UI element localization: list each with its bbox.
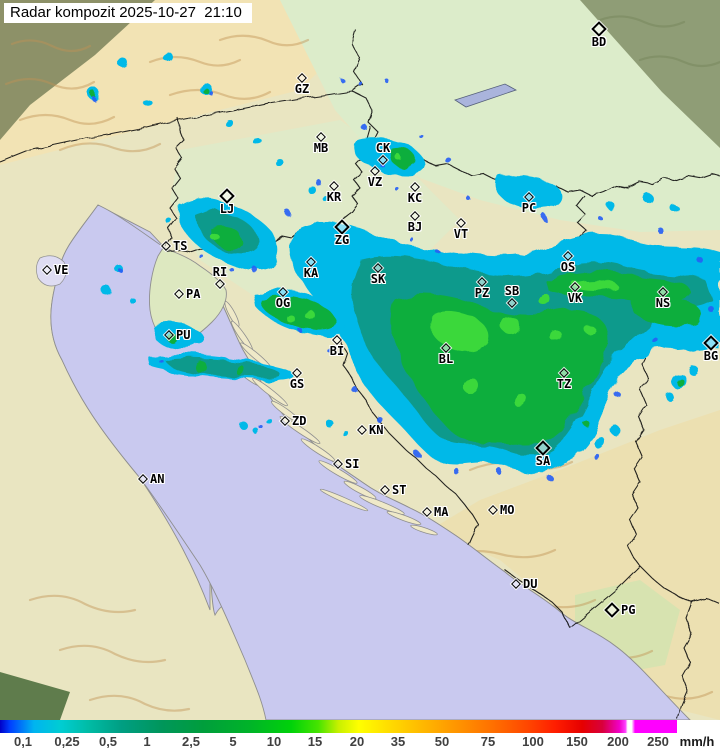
city-label: AN bbox=[150, 472, 165, 486]
city-label: BL bbox=[438, 352, 454, 366]
legend-tick: 2,5 bbox=[181, 734, 201, 749]
legend-tick: 1 bbox=[143, 734, 151, 749]
legend-tick: 100 bbox=[522, 734, 544, 749]
city-label: MB bbox=[313, 141, 329, 155]
city-label: SB bbox=[504, 284, 520, 298]
map-time: 21:10 bbox=[204, 4, 242, 21]
city-label: RI bbox=[212, 265, 228, 279]
city-label: BG bbox=[703, 349, 719, 363]
title-bar: Radar kompozit 2025-10-27 21:10 bbox=[4, 3, 252, 23]
city-label: TZ bbox=[556, 377, 572, 391]
legend-tick: 0,25 bbox=[54, 734, 80, 749]
lake-balaton bbox=[454, 83, 517, 108]
city-label: VT bbox=[453, 227, 469, 241]
city-label: KA bbox=[303, 266, 319, 280]
city-label: SI bbox=[345, 457, 360, 471]
legend-tick: 20 bbox=[349, 734, 365, 749]
city-label: CK bbox=[375, 141, 391, 155]
city-label: VE bbox=[54, 263, 69, 277]
city-label: DU bbox=[523, 577, 538, 591]
diamond-icon bbox=[42, 265, 52, 275]
city-label: MA bbox=[434, 505, 449, 519]
diamond-icon bbox=[161, 241, 171, 251]
city-label: GS bbox=[289, 377, 305, 391]
diamond-icon bbox=[333, 459, 343, 469]
radar-blue bbox=[93, 77, 715, 483]
city-label: VZ bbox=[367, 175, 383, 189]
legend-tick: 0,5 bbox=[98, 734, 118, 749]
islands bbox=[224, 301, 438, 536]
diamond-icon bbox=[604, 602, 620, 618]
legend-tick: 35 bbox=[390, 734, 406, 749]
diamond-icon bbox=[488, 505, 498, 515]
sea-layer bbox=[36, 204, 691, 720]
legend-unit: mm/h bbox=[679, 734, 715, 749]
city-label: VK bbox=[567, 291, 583, 305]
legend-tick: 0,1 bbox=[13, 734, 33, 749]
diamond-icon bbox=[357, 425, 367, 435]
city-label: KC bbox=[407, 191, 423, 205]
diamond-icon bbox=[511, 579, 521, 589]
city-label: PC bbox=[521, 201, 537, 215]
diamond-icon bbox=[380, 485, 390, 495]
city-label: OS bbox=[560, 260, 576, 274]
city-label: SK bbox=[370, 272, 386, 286]
city-label: SA bbox=[535, 454, 551, 468]
diamond-icon bbox=[138, 474, 148, 484]
radar-layer bbox=[89, 52, 720, 483]
legend: mm/h 0,1 0,25 0,5 1 2,5 5 10 15 20 35 50 75 100 150 20… bbox=[0, 720, 720, 751]
diamond-icon bbox=[215, 279, 225, 289]
city-label: KN bbox=[369, 423, 384, 437]
diamond-icon bbox=[422, 507, 432, 517]
city-label: GZ bbox=[294, 82, 310, 96]
radar-map: BD GZ MB CK VZ KC KR BJ VT LJ ZG TS VE RI PA PU KA SK OG PZ… bbox=[0, 0, 720, 720]
city-label: PU bbox=[176, 328, 191, 342]
legend-tick: 200 bbox=[607, 734, 629, 749]
city-label: OG bbox=[275, 296, 291, 310]
city-label: PZ bbox=[474, 286, 490, 300]
city-label: NS bbox=[655, 296, 671, 310]
diamond-icon bbox=[280, 416, 290, 426]
city-label: BJ bbox=[407, 220, 423, 234]
city-label: KR bbox=[326, 190, 342, 204]
city-label: ZG bbox=[334, 233, 350, 247]
city-label: BD bbox=[591, 35, 607, 49]
legend-tick: 150 bbox=[566, 734, 588, 749]
legend-tick: 75 bbox=[480, 734, 496, 749]
city-label: TS bbox=[173, 239, 188, 253]
map-title: Radar kompozit bbox=[10, 4, 116, 21]
city-label: MO bbox=[500, 503, 515, 517]
legend-tick: 10 bbox=[266, 734, 282, 749]
map-date: 2025-10-27 bbox=[119, 4, 196, 21]
map-canvas bbox=[0, 0, 720, 720]
legend-tick: 5 bbox=[229, 734, 237, 749]
legend-tick: 15 bbox=[307, 734, 323, 749]
diamond-icon bbox=[164, 330, 174, 340]
city-label: ST bbox=[392, 483, 407, 497]
legend-tick: 50 bbox=[434, 734, 450, 749]
diamond-icon bbox=[378, 155, 388, 165]
city-label: BI bbox=[329, 344, 345, 358]
legend-colorbar bbox=[0, 720, 677, 733]
radar-bright-green bbox=[211, 154, 617, 407]
city-label: PG bbox=[621, 603, 636, 617]
city-label: PA bbox=[186, 287, 201, 301]
city-label: LJ bbox=[219, 202, 235, 216]
diamond-icon bbox=[174, 289, 184, 299]
legend-labels: mm/h 0,1 0,25 0,5 1 2,5 5 10 15 20 35 50 75 100 150 20… bbox=[0, 733, 720, 751]
legend-tick: 250 bbox=[647, 734, 669, 749]
city-label: ZD bbox=[292, 414, 307, 428]
city-markers-layer: BD GZ MB CK VZ KC KR BJ VT LJ ZG TS VE RI PA PU KA SK OG PZ… bbox=[42, 21, 719, 618]
diamond-icon bbox=[507, 298, 517, 308]
